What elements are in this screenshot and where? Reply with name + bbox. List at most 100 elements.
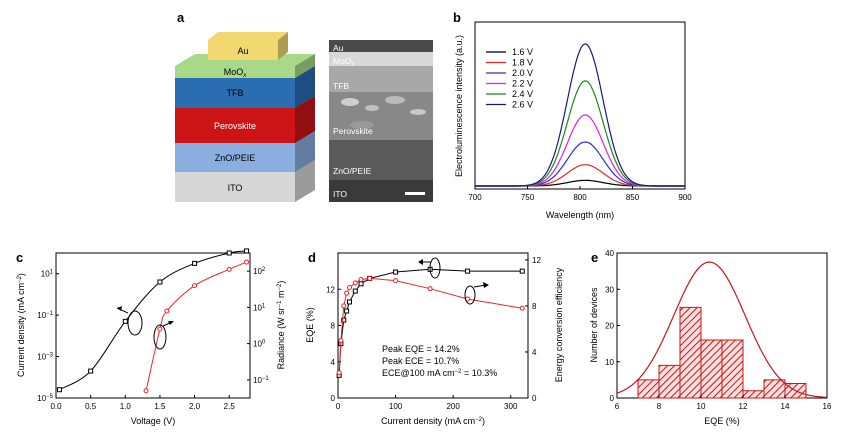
e-x-tick-label-0: 6 — [615, 402, 620, 411]
d-ece-point-5 — [352, 280, 358, 286]
d-ece-point-2 — [341, 303, 347, 309]
d-x-tick-label-1: 100 — [389, 402, 403, 411]
b-legend-label-0: 1.6 V — [512, 47, 533, 57]
layer-au: Au — [208, 32, 288, 60]
panel-label-e: e — [591, 250, 598, 265]
c-x-tick-label-0: 0.0 — [50, 402, 62, 411]
d-ece-point-9 — [427, 286, 433, 292]
panel-label-a: a — [177, 10, 185, 25]
d-x-tick-label-2: 200 — [446, 402, 460, 411]
d-y-left-tick-label-3: 12 — [326, 285, 335, 294]
b-legend-label-2: 2.0 V — [512, 68, 533, 78]
d-annotation-ellipse-left — [429, 257, 441, 279]
sem-label-au: Au — [333, 43, 344, 53]
b-x-tick-label-3: 850 — [626, 193, 640, 202]
e-x-tick-label-4: 14 — [781, 402, 790, 411]
d-ece-point-8 — [393, 278, 399, 284]
layer-label-zno: ZnO/PEIE — [215, 153, 256, 163]
e-y-tick-label-0: 0 — [610, 394, 615, 403]
c-radiance-point-3 — [192, 283, 198, 289]
d-ece-point-6 — [358, 276, 364, 282]
d-x-tick-label-3: 300 — [504, 402, 518, 411]
d-arrowhead-right — [483, 282, 489, 288]
b-x-tick-label-0: 700 — [468, 193, 482, 202]
b-plot-frame — [474, 21, 686, 190]
layer-label-ito: ITO — [228, 183, 243, 193]
c-plot-frame — [55, 252, 251, 399]
e-bar-5 — [742, 390, 765, 399]
b-series-line-0 — [475, 179, 685, 187]
c-current-density-point-6 — [244, 248, 250, 254]
d-ece-point-1 — [338, 337, 344, 343]
e-y-axis-label: Number of devices — [589, 287, 599, 363]
c-y-left-tick-label-1: 10−3 — [37, 353, 53, 362]
d-ece-point-7 — [367, 275, 373, 281]
d-eqe-point-4 — [347, 299, 353, 305]
scale-bar — [405, 192, 425, 195]
c-radiance-point-1 — [157, 326, 163, 332]
d-y-right-tick-label-3: 12 — [532, 256, 541, 265]
d-y-left-tick-label-0: 0 — [331, 394, 336, 403]
c-x-tick-label-5: 2.5 — [224, 402, 236, 411]
c-current-density-point-5 — [226, 250, 232, 256]
sem-label-perovskite: Perovskite — [333, 126, 373, 136]
b-series-line-1 — [475, 164, 685, 187]
d-arrowhead-left — [418, 259, 423, 265]
b-series-line-5 — [475, 43, 685, 187]
b-series-line-3 — [475, 114, 685, 187]
e-y-tick-label-1: 10 — [605, 358, 614, 367]
e-bar-4 — [721, 339, 744, 399]
sem-label-moo: MoOx — [333, 56, 355, 68]
e-bar-2 — [679, 306, 702, 399]
c-y-axis-label-left: Current density (mA cm−2) — [16, 273, 26, 377]
b-x-tick-label-1: 750 — [521, 193, 535, 202]
d-ece-point-11 — [519, 305, 525, 311]
c-x-tick-label-3: 1.5 — [154, 402, 166, 411]
c-current-density-line — [59, 250, 247, 391]
c-y-left-tick-label-0: 10−5 — [37, 394, 53, 403]
sem-label-zno: ZnO/PEIE — [333, 166, 372, 176]
jv-radiance-chart: 0.0 0.5 1.0 1.5 2.0 2.5 10−5 10−3 10−1 101 10−1 100… — [16, 248, 286, 426]
d-y-left-tick-label-2: 8 — [331, 322, 336, 331]
d-eqe-point-5 — [352, 288, 358, 294]
d-eqe-line — [338, 268, 523, 376]
d-eqe-point-11 — [519, 268, 525, 274]
b-x-tick-label-4: 900 — [678, 193, 692, 202]
d-ece-point-3 — [344, 290, 350, 296]
e-x-axis-label: EQE (%) — [704, 416, 740, 426]
c-annotation-ellipse-right — [153, 324, 167, 350]
b-series-line-4 — [475, 80, 685, 187]
d-annotation-ece-100: ECE@100 mA cm−2 = 10.3% — [382, 368, 497, 378]
d-annotation-peak-eqe: Peak EQE = 14.2% — [382, 344, 460, 354]
c-arrowhead-left — [117, 306, 122, 311]
e-gaussian-fit-line — [616, 261, 828, 398]
d-x-tick-label-0: 0 — [336, 402, 341, 411]
e-x-tick-label-2: 10 — [697, 402, 706, 411]
c-current-density-point-1 — [88, 368, 94, 374]
panel-label-c: c — [16, 250, 23, 265]
b-x-axis-label: Wavelength (nm) — [546, 210, 614, 220]
e-x-tick-label-5: 16 — [823, 402, 832, 411]
c-y-right-tick-label-1: 100 — [253, 340, 266, 349]
b-x-tick-label-2: 800 — [573, 193, 587, 202]
c-y-left-tick-label-3: 101 — [41, 270, 54, 279]
d-y-axis-label-left: EQE (%) — [305, 307, 315, 343]
eqe-histogram: 6 8 10 12 14 16 0 10 20 30 40 EQE (%) Number of de… — [589, 249, 832, 426]
b-legend-label-5: 2.6 V — [512, 100, 533, 110]
b-series-line-2 — [475, 141, 685, 187]
el-spectra-chart: 700 750 800 850 900 1.6 V1.8 V2.0 V2.2 V2.4 … — [454, 21, 692, 220]
d-y-right-tick-label-0: 0 — [532, 394, 537, 403]
d-eqe-point-6 — [358, 281, 364, 287]
d-ece-point-0 — [336, 370, 342, 376]
d-annotation-ellipse-right — [464, 285, 476, 305]
e-bar-1 — [658, 364, 681, 399]
d-ece-point-4 — [347, 285, 353, 291]
layer-zno: ZnO/PEIE — [175, 131, 315, 172]
e-y-tick-label-3: 30 — [605, 285, 614, 294]
e-bar-3 — [700, 339, 723, 399]
c-y-axis-label-right: Radiance (W sr−1 m−2) — [276, 281, 286, 370]
efficiency-chart: 0 100 200 300 0 4 8 12 0 4 8 12 Peak EQE = 14.2% Pe… — [305, 252, 564, 426]
c-current-density-point-2 — [122, 318, 128, 324]
c-arrowhead-right — [168, 321, 174, 325]
